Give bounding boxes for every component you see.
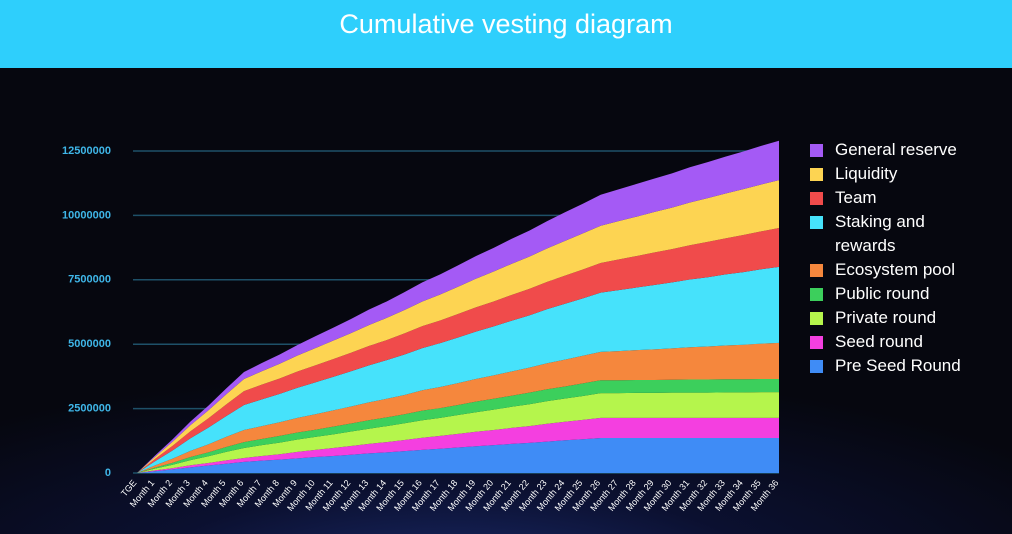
- legend-item: Public round: [810, 282, 985, 306]
- area: [137, 180, 779, 473]
- area: [137, 437, 779, 473]
- y-tick-label: 0: [105, 467, 111, 479]
- y-tick-label: 10000000: [62, 209, 111, 221]
- legend-label: Liquidity: [835, 164, 898, 183]
- y-tick-label: 12500000: [62, 145, 111, 157]
- header-band: [0, 0, 1012, 68]
- legend-label: Team: [835, 188, 877, 207]
- y-tick-label: 7500000: [68, 274, 111, 286]
- area: [137, 417, 779, 473]
- legend-item: Liquidity: [810, 162, 985, 186]
- legend-label: Ecosystem pool: [835, 260, 955, 279]
- legend: General reserve Liquidity Team Staking and …: [810, 138, 985, 378]
- y-tick-label: 5000000: [68, 338, 111, 350]
- area: [137, 266, 779, 473]
- area: [137, 378, 779, 473]
- legend-swatch: [810, 360, 823, 373]
- legend-item: Private round: [810, 306, 985, 330]
- legend-item: Ecosystem pool: [810, 258, 985, 282]
- area: [137, 140, 779, 474]
- legend-swatch: [810, 336, 823, 349]
- legend-label: Seed round: [835, 332, 923, 351]
- y-tick-label: 2500000: [68, 403, 111, 415]
- legend-swatch: [810, 216, 823, 229]
- legend-label: Pre Seed Round: [835, 356, 961, 375]
- legend-item: General reserve: [810, 138, 985, 162]
- legend-label: Private round: [835, 308, 937, 327]
- legend-label: General reserve: [835, 140, 957, 159]
- legend-swatch: [810, 288, 823, 301]
- legend-item: Pre Seed Round: [810, 354, 985, 378]
- chart-title: Cumulative vesting diagram: [339, 9, 673, 39]
- area: [137, 228, 779, 473]
- legend-item: Staking and rewards: [810, 210, 985, 258]
- legend-label: Public round: [835, 284, 930, 303]
- legend-swatch: [810, 264, 823, 277]
- legend-swatch: [810, 144, 823, 157]
- area: [137, 342, 779, 473]
- area: [137, 392, 779, 473]
- legend-swatch: [810, 192, 823, 205]
- legend-item: Team: [810, 186, 985, 210]
- legend-item: Seed round: [810, 330, 985, 354]
- legend-swatch: [810, 168, 823, 181]
- legend-swatch: [810, 312, 823, 325]
- legend-label: Staking and rewards: [835, 212, 925, 255]
